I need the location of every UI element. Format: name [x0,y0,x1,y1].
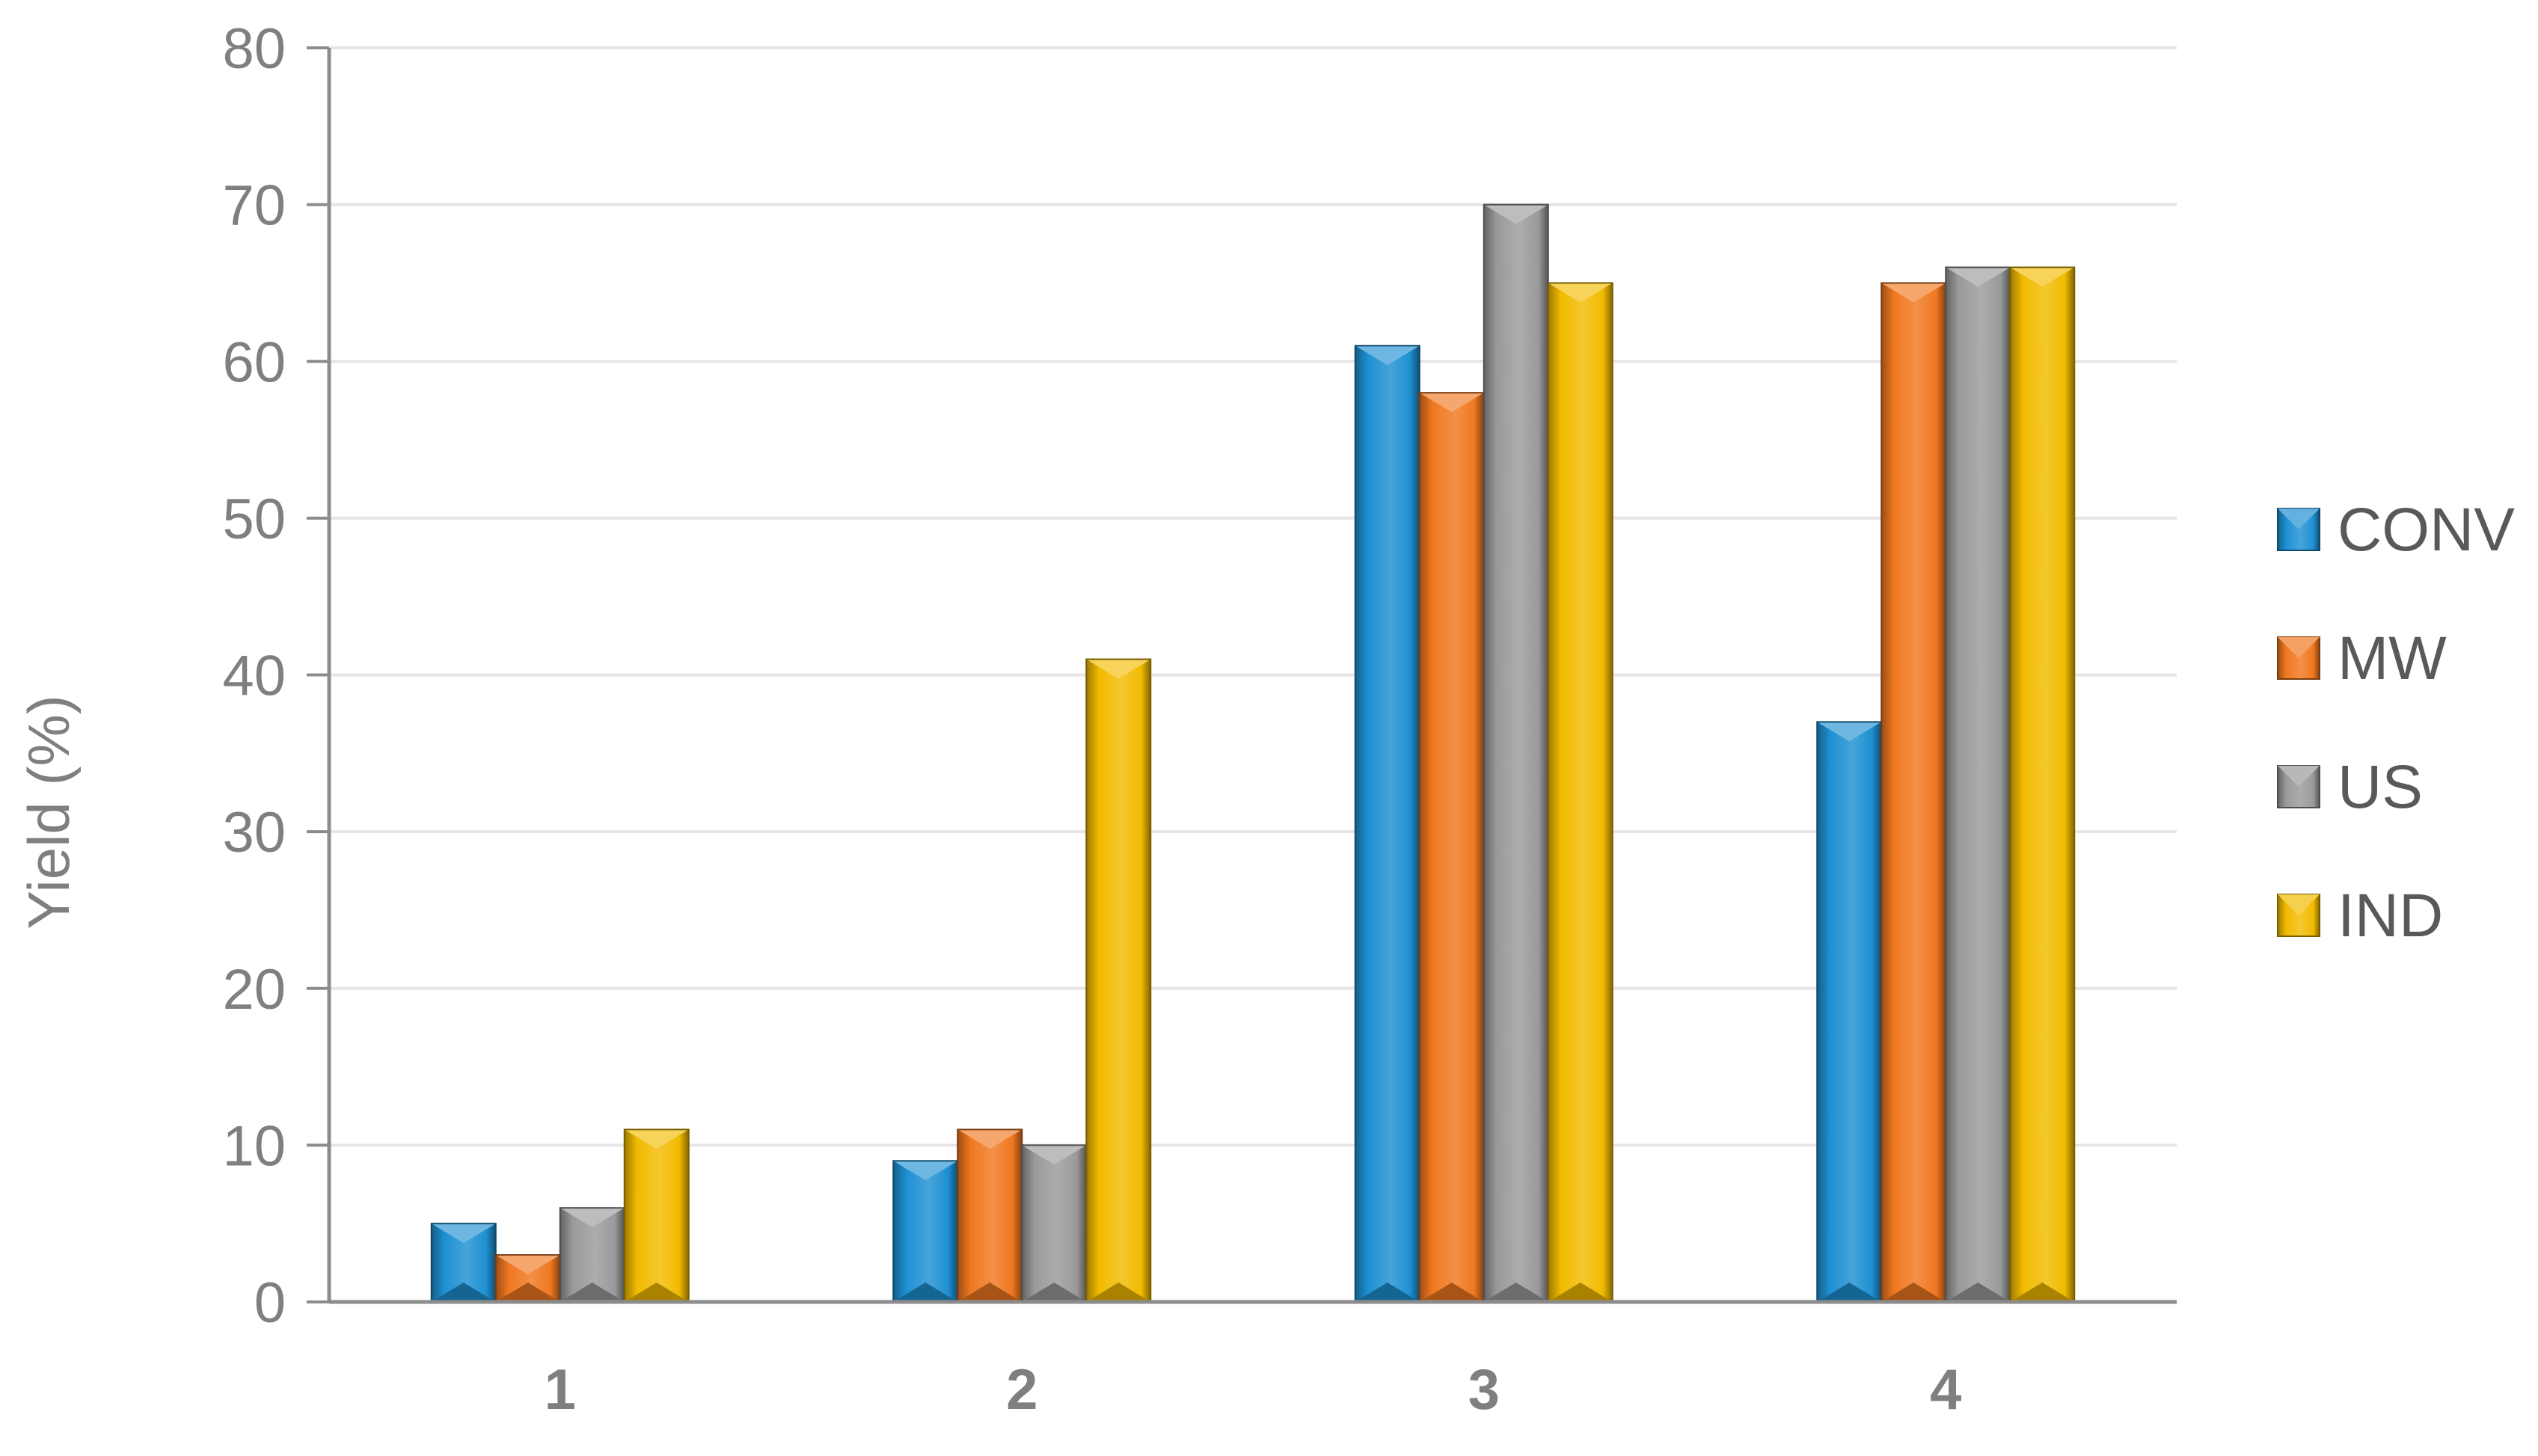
bar-mw-4 [1880,282,1947,1303]
bar-mw-1 [494,1254,561,1303]
bar-ind-4 [2009,266,2076,1303]
bar-us-4 [1945,266,2011,1303]
bar-ind-1 [623,1128,690,1303]
legend-label: MW [2338,624,2447,692]
bar-mw-2 [957,1128,1023,1303]
bar-conv-1 [430,1223,497,1303]
bar-conv-3 [1354,345,1420,1303]
legend-label: IND [2338,882,2443,950]
bar-us-3 [1483,203,1549,1303]
bars [430,203,2076,1303]
legend-label: CONV [2338,496,2515,564]
bar-conv-2 [892,1160,959,1303]
y-tick-label: 0 [254,1271,286,1335]
y-tick-label: 70 [222,174,286,238]
legend-label: US [2338,753,2423,821]
y-tick-label: 20 [222,958,286,1022]
x-category-label: 2 [1006,1358,1037,1422]
x-category-label: 4 [1930,1358,1961,1422]
bar-conv-4 [1816,721,1883,1303]
bar-mw-3 [1418,392,1485,1303]
axes [327,48,2177,1304]
y-tick-label: 60 [222,331,286,394]
legend-item-us[interactable]: US [2277,753,2423,821]
y-tick-label: 50 [222,488,286,551]
y-tick-label: 10 [222,1114,286,1178]
y-tick-label: 80 [222,17,286,81]
legend-item-ind[interactable]: IND [2277,882,2443,950]
legend-item-conv[interactable]: CONV [2277,496,2515,564]
y-tick-label: 40 [222,645,286,708]
y-axis-title: Yield (%) [16,695,82,930]
bar-ind-2 [1085,658,1152,1303]
legend[interactable]: CONV MW US IND [2277,496,2515,950]
y-tick-label: 30 [222,801,286,864]
axis-labels: 0 10 20 30 40 50 60 70 80 1 2 3 4 [222,17,1961,1422]
bar-us-1 [559,1207,625,1303]
bar-ind-3 [1547,282,1613,1303]
x-category-label: 1 [545,1358,576,1422]
legend-item-mw[interactable]: MW [2277,624,2447,692]
x-category-label: 3 [1468,1358,1500,1422]
bar-us-2 [1021,1144,1088,1303]
